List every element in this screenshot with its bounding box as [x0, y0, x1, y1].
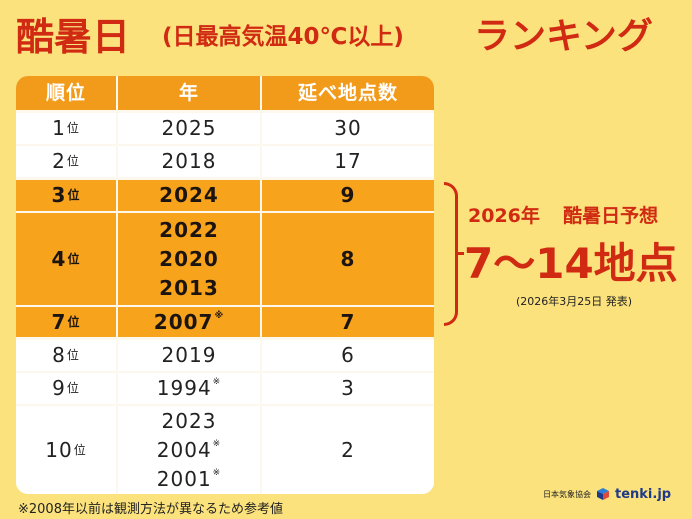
rank-number: 4: [51, 246, 67, 271]
year-value: 2004: [156, 437, 212, 462]
table-row-count: 8: [262, 213, 434, 305]
table-row-year: 2024: [118, 180, 260, 211]
year-value: 2025: [161, 116, 217, 140]
table-row-count: 6: [262, 340, 434, 371]
rank-number: 1: [52, 116, 66, 140]
rank-suffix: 位: [66, 381, 80, 395]
rank-suffix: 位: [66, 154, 80, 168]
note-mark: ※: [214, 310, 225, 321]
header-count: 延べ地点数: [262, 76, 434, 110]
year-value: 2020: [159, 246, 219, 271]
forecast-heading: 2026年 酷暑日予想: [468, 201, 678, 228]
rank-number: 8: [52, 343, 66, 367]
rank-suffix: 位: [66, 121, 80, 135]
year-value: 2001: [156, 466, 212, 491]
forecast-value: 7〜14地点: [464, 239, 678, 288]
credit-site: tenki.jp: [615, 486, 672, 502]
rank-suffix: 位: [66, 348, 80, 362]
rank-suffix: 位: [67, 314, 81, 329]
header-rank: 順位: [16, 76, 116, 110]
title-subtitle: (日最高気温40℃以上): [162, 24, 404, 50]
table-row-count: 9: [262, 180, 434, 211]
forecast-label: 酷暑日予想: [563, 205, 659, 227]
rank-number: 10: [45, 437, 73, 462]
footnote: ※2008年以前は観測方法が異なるため参考値: [18, 502, 283, 517]
year-line: 2023: [162, 407, 217, 436]
credit-org: 日本気象協会: [543, 489, 591, 499]
year-value: 2022: [159, 217, 219, 242]
table-row-year: 2018: [118, 146, 260, 177]
table-row-count: 3: [262, 373, 434, 404]
note-mark: ※: [212, 467, 222, 478]
title-ranking: ランキング: [474, 16, 653, 57]
table-row-year: 2007 ※: [118, 307, 260, 337]
year-value: 2019: [161, 343, 217, 367]
forecast-bracket-tip: [456, 252, 464, 255]
rank-suffix: 位: [67, 251, 81, 266]
rank-number: 7: [51, 309, 67, 334]
tenki-logo-icon: [597, 488, 609, 500]
year-value: 2023: [161, 408, 217, 433]
title-main: 酷暑日: [16, 15, 131, 59]
table-row-rank: 10 位: [16, 406, 116, 494]
note-mark: ※: [212, 438, 222, 449]
rank-number: 3: [51, 183, 67, 207]
table-row-count: 30: [262, 113, 434, 144]
year-value: 1994: [156, 376, 212, 400]
forecast-announced: (2026年3月25日 発表): [516, 295, 633, 308]
forecast-year: 2026年: [468, 205, 540, 227]
page-title: 酷暑日 (日最高気温40℃以上) ランキング: [16, 12, 676, 62]
table-row-year: 2025: [118, 113, 260, 144]
header-year: 年: [118, 76, 260, 110]
year-line: 2001※: [157, 465, 221, 494]
table-row-year: 2019: [118, 340, 260, 371]
table-row-year: 2022 2020 2013: [118, 213, 260, 305]
year-value: 2013: [159, 275, 219, 300]
rank-number: 9: [52, 376, 66, 400]
table-row-year: 1994 ※: [118, 373, 260, 404]
rank-suffix: 位: [67, 188, 81, 202]
table-row-year: 2023 2004※ 2001※: [118, 406, 260, 494]
note-mark: ※: [212, 377, 222, 387]
year-value: 2007: [153, 309, 214, 334]
credit: 日本気象協会 tenki.jp: [543, 484, 683, 504]
table-row-count: 17: [262, 146, 434, 177]
year-value: 2018: [161, 149, 217, 173]
table-row-count: 2: [262, 406, 434, 494]
rank-suffix: 位: [73, 442, 87, 457]
year-line: 2004※: [157, 436, 221, 465]
rank-number: 2: [52, 149, 66, 173]
year-value: 2024: [159, 183, 219, 207]
table-row-count: 7: [262, 307, 434, 337]
